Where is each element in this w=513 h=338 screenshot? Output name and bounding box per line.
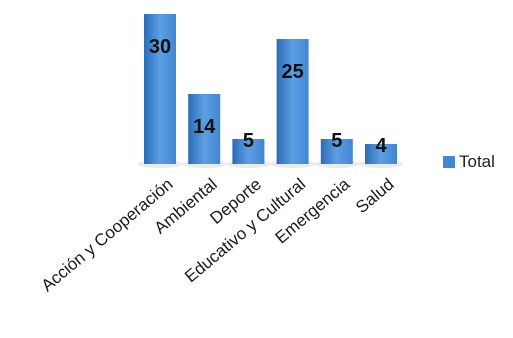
value-label-2: 5: [243, 130, 254, 152]
value-label-3: 25: [281, 61, 303, 83]
legend-swatch: [443, 156, 455, 168]
value-label-0: 30: [149, 36, 171, 58]
value-label-5: 4: [375, 135, 387, 157]
legend: Total: [443, 152, 495, 172]
bar-4: [320, 139, 353, 164]
value-label-4: 5: [331, 130, 342, 152]
bar-1: [188, 94, 221, 164]
bar-5: [365, 144, 397, 164]
category-label-5: Salud: [352, 175, 398, 218]
bar-2: [232, 139, 265, 164]
legend-label: Total: [459, 152, 495, 171]
bar-0: [144, 14, 176, 164]
value-label-1: 14: [193, 116, 216, 138]
category-label-0: Acción y Cooperación: [38, 175, 177, 296]
bar-3: [276, 39, 309, 164]
